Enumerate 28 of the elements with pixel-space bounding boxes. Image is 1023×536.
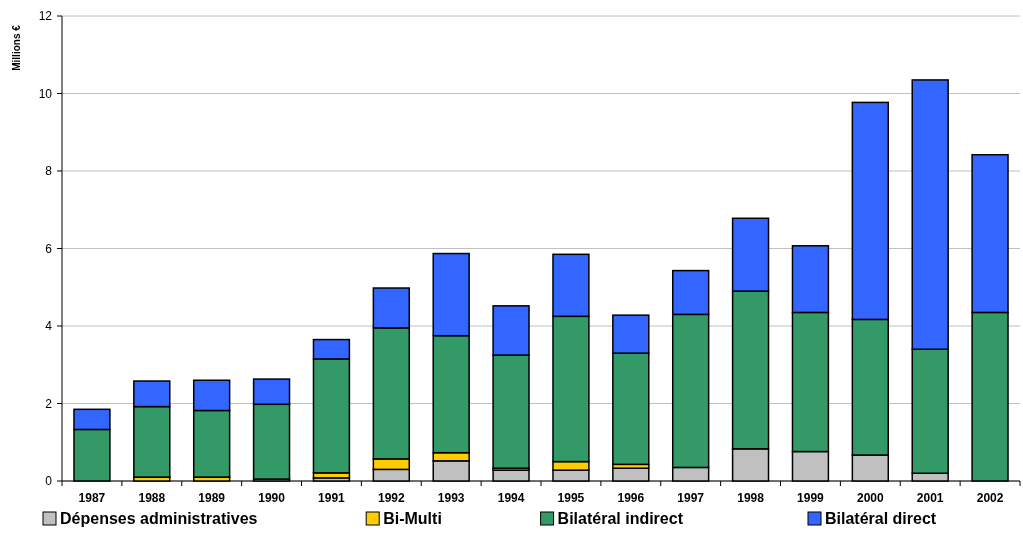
y-tick-label: 6 [45,241,53,256]
x-tick-label: 1997 [677,491,705,505]
y-tick-label: 12 [38,9,53,24]
y-axis-title: Millions € [11,24,22,71]
x-tick-label: 1999 [797,491,825,505]
y-tick-label: 8 [45,164,53,179]
legend-label: Bilatéral direct [825,510,937,527]
x-tick-label: 1993 [437,491,465,505]
x-tick-label: 1995 [557,491,585,505]
x-tick-label: 2001 [916,491,944,505]
x-tick-label: 2000 [856,491,884,505]
x-tick-label: 1992 [377,491,405,505]
x-tick-label: 1987 [78,491,106,505]
x-tick-label: 2002 [976,491,1004,505]
x-tick-label: 1996 [617,491,645,505]
x-tick-label: 1989 [198,491,226,505]
y-tick-label: 0 [45,474,53,489]
legend-label: Dépenses administratives [60,510,258,527]
x-tick-label: 1991 [318,491,346,505]
x-tick-label: 1988 [138,491,166,505]
y-tick-label: 4 [45,319,53,334]
y-tick-label: 2 [45,396,53,411]
y-tick-label: 10 [38,86,53,101]
x-tick-label: 1994 [497,491,525,505]
x-tick-label: 1998 [737,491,765,505]
legend-label: Bilatéral indirect [557,510,684,527]
legend-label: Bi-Multi [383,510,442,527]
x-tick-label: 1990 [258,491,286,505]
